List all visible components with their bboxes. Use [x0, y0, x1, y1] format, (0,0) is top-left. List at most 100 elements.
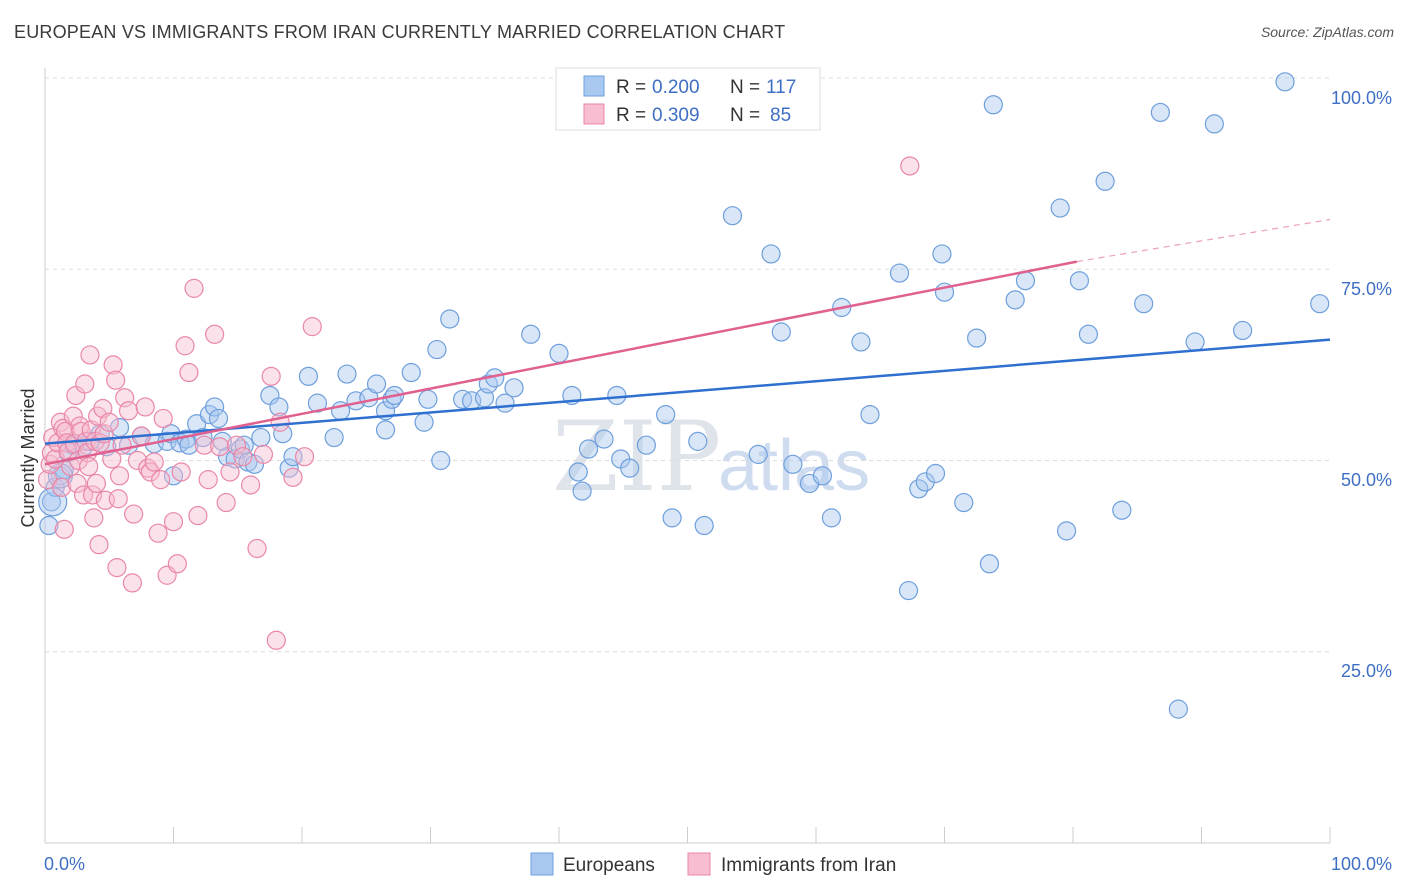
- iran-point: [247, 538, 267, 559]
- europeans-point: [967, 328, 987, 348]
- iran-point: [67, 473, 87, 494]
- europeans-point: [1095, 171, 1115, 191]
- europeans-point: [979, 554, 1000, 574]
- iran-point: [124, 504, 144, 524]
- iran-point: [151, 470, 171, 490]
- iran-point: [283, 467, 303, 487]
- europeans-point: [1056, 521, 1077, 541]
- watermark-zip: ZIP: [552, 401, 721, 513]
- europeans-point: [269, 397, 289, 417]
- europeans-point: [366, 374, 387, 394]
- europeans-point: [418, 389, 438, 409]
- iran-point: [216, 492, 236, 513]
- grid-lines: [45, 77, 1330, 653]
- europeans-point: [578, 439, 599, 459]
- europeans-point: [688, 431, 708, 451]
- europeans-point: [1168, 699, 1188, 719]
- europeans-points: [38, 72, 1330, 719]
- iran-point: [54, 519, 74, 539]
- europeans-point: [748, 444, 768, 464]
- europeans-point: [722, 206, 743, 226]
- y-tick-label-100: 100.0%: [1331, 88, 1392, 108]
- europeans-point: [1204, 114, 1224, 134]
- legend-n-label-europeans: N =: [730, 77, 760, 98]
- iran-point: [294, 447, 315, 467]
- iran-point: [261, 366, 281, 386]
- europeans-point: [440, 309, 460, 329]
- europeans-point: [1005, 290, 1025, 310]
- bottom-legend-swatch-iran: [687, 852, 711, 876]
- iran-point: [52, 477, 72, 497]
- europeans-point: [860, 405, 880, 425]
- iran-point: [135, 397, 155, 417]
- iran-point: [241, 475, 261, 495]
- europeans-point: [898, 580, 919, 601]
- europeans-point: [41, 492, 62, 512]
- iran-point: [103, 355, 123, 375]
- iran-point: [171, 462, 191, 482]
- legend-n-value-europeans: 117: [766, 77, 796, 98]
- iran-point: [188, 505, 208, 526]
- bottom-legend: Europeans Immigrants from Iran: [530, 852, 896, 876]
- iran-point: [233, 447, 253, 467]
- iran-point: [148, 523, 168, 543]
- iran-trend-line: [44, 260, 1078, 466]
- iran-point: [198, 470, 218, 490]
- legend-r-label-europeans: R =: [616, 77, 646, 98]
- y-tick-label-75: 75.0%: [1341, 279, 1392, 299]
- legend-swatch-iran: [583, 103, 605, 125]
- iran-point: [179, 362, 199, 383]
- europeans-point: [1112, 500, 1132, 520]
- iran-point: [163, 512, 184, 532]
- europeans-point: [983, 95, 1003, 115]
- europeans-point: [283, 447, 303, 467]
- europeans-point: [39, 515, 59, 536]
- europeans-point: [208, 408, 229, 429]
- iran-trend-extension: [1076, 218, 1331, 263]
- europeans-point: [761, 244, 781, 264]
- europeans-point: [324, 427, 344, 448]
- europeans-point: [1233, 320, 1253, 341]
- iran-point: [220, 462, 240, 482]
- europeans-point: [205, 397, 225, 417]
- iran-point: [205, 324, 225, 344]
- europeans-point: [568, 462, 588, 482]
- europeans-point: [851, 332, 871, 352]
- europeans-point: [954, 492, 974, 513]
- europeans-point: [821, 508, 842, 528]
- axes: [44, 68, 1331, 844]
- legend-n-label-iran: N =: [730, 105, 760, 126]
- europeans-point: [337, 364, 357, 384]
- y-tick-label-25: 25.0%: [1341, 661, 1392, 681]
- iran-point: [210, 437, 230, 457]
- europeans-point: [620, 458, 640, 478]
- y-tick-label-50: 50.0%: [1341, 470, 1392, 490]
- iran-point: [122, 573, 142, 593]
- europeans-point: [521, 324, 541, 344]
- bottom-legend-label-europeans: Europeans: [563, 855, 655, 876]
- iran-point: [99, 412, 119, 432]
- europeans-point: [1050, 198, 1070, 218]
- iran-point: [302, 317, 322, 337]
- legend-n-value-iran: 85: [770, 105, 791, 126]
- iran-point: [118, 401, 139, 421]
- iran-point: [153, 408, 173, 429]
- europeans-point: [427, 339, 447, 360]
- europeans-point: [504, 378, 524, 398]
- x-tick-label-min: 0.0%: [44, 854, 85, 874]
- europeans-point: [1078, 324, 1099, 344]
- europeans-point: [694, 515, 714, 536]
- y-axis-label: Currently Married: [18, 388, 38, 527]
- europeans-point: [375, 420, 396, 440]
- iran-point: [900, 156, 920, 176]
- chart-title: EUROPEAN VS IMMIGRANTS FROM IRAN CURRENT…: [14, 22, 786, 42]
- iran-points: [37, 156, 920, 650]
- europeans-point: [1134, 294, 1154, 314]
- source-note: Source: ZipAtlas.com: [1260, 24, 1394, 40]
- europeans-point: [812, 466, 833, 486]
- iran-point: [184, 278, 204, 298]
- iran-point: [79, 457, 99, 477]
- iran-point: [106, 370, 126, 390]
- iran-point: [226, 435, 247, 455]
